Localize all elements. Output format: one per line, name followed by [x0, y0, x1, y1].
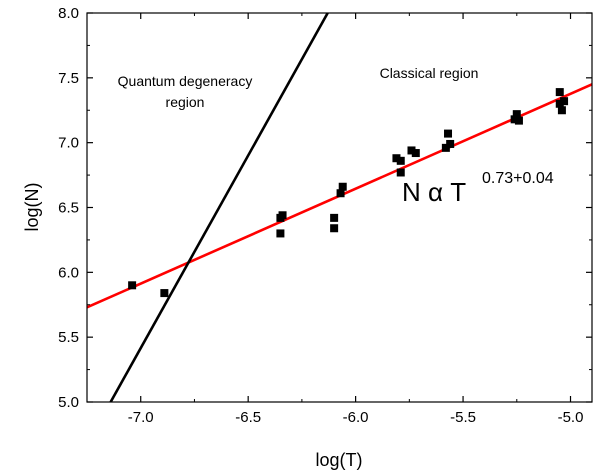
annotation-quantum-line1: Quantum degeneracy	[118, 73, 253, 89]
data-point	[446, 139, 455, 148]
y-tick-label: 8.0	[58, 5, 79, 22]
x-tick-label: -6.0	[343, 409, 369, 426]
data-point	[330, 224, 339, 233]
boundary-line	[109, 13, 329, 402]
formula-main: N α T	[402, 177, 466, 207]
data-point	[411, 149, 420, 158]
data-point	[557, 106, 566, 115]
x-axis-label: log(T)	[315, 450, 362, 470]
data-point	[407, 146, 416, 155]
annotation-classical: Classical region	[380, 65, 479, 81]
x-tick-label: -5.0	[558, 409, 584, 426]
formula-exponent: 0.73+0.04	[482, 170, 554, 187]
data-point	[514, 116, 523, 125]
x-tick-label: -7.0	[128, 409, 154, 426]
y-axis-label: log(N)	[22, 182, 42, 231]
data-point	[128, 281, 137, 290]
data-point	[512, 110, 521, 119]
data-point	[396, 168, 405, 177]
data-point	[441, 143, 450, 152]
x-axis: -7.0 -6.5 -6.0 -5.5 -5.0	[128, 13, 584, 426]
lines-layer	[87, 13, 592, 402]
y-axis: 5.0 5.5 6.0 6.5 7.0 7.5 8.0	[58, 5, 592, 411]
x-tick-label: -6.5	[235, 409, 261, 426]
data-point	[330, 213, 339, 222]
annotation-quantum-line2: region	[166, 94, 205, 110]
data-point	[336, 189, 345, 198]
y-tick-label: 5.0	[58, 394, 79, 411]
y-tick-label: 7.5	[58, 70, 79, 87]
data-point	[560, 97, 569, 106]
data-point	[510, 115, 519, 124]
data-point	[555, 88, 564, 97]
y-tick-label: 5.5	[58, 329, 79, 346]
x-tick-label: -5.5	[450, 409, 476, 426]
data-point	[555, 99, 564, 108]
data-point	[392, 154, 401, 163]
y-tick-label: 6.5	[58, 200, 79, 217]
data-point	[276, 229, 285, 238]
data-point	[338, 182, 347, 191]
data-point	[160, 289, 169, 298]
data-point	[444, 129, 453, 138]
plot-frame	[86, 12, 593, 403]
y-tick-label: 6.0	[58, 264, 79, 281]
data-point	[278, 211, 287, 220]
data-point	[396, 156, 405, 165]
y-tick-label: 7.0	[58, 135, 79, 152]
plot-area	[86, 12, 593, 403]
data-points	[128, 88, 569, 298]
